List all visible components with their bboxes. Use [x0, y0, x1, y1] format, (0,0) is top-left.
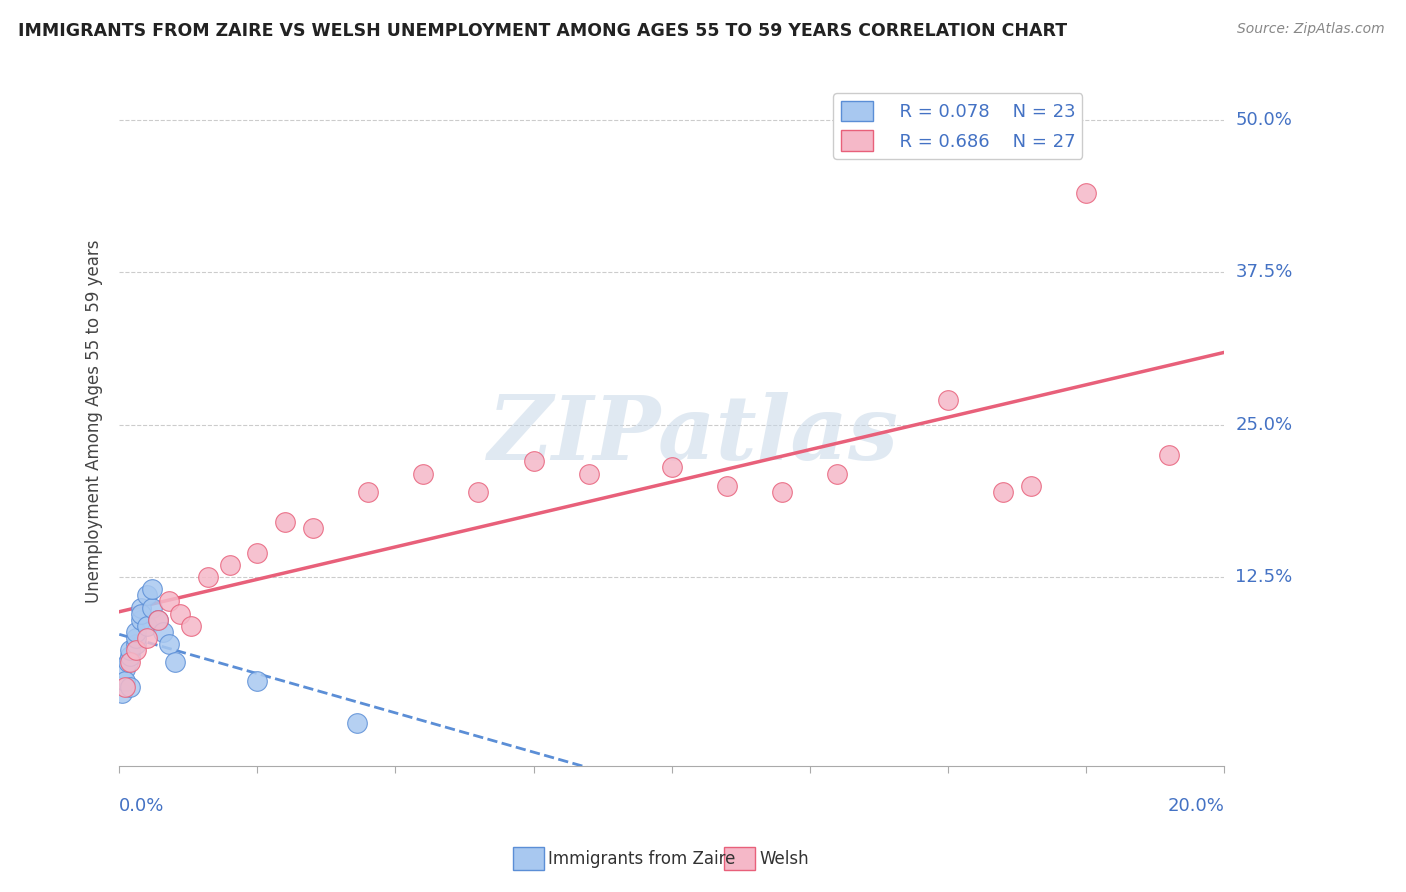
Text: ZIPatlas: ZIPatlas	[488, 392, 900, 479]
Point	[125, 624, 148, 639]
Point	[578, 467, 600, 481]
Point	[1074, 186, 1097, 201]
Point	[135, 619, 157, 633]
Point	[169, 607, 191, 621]
Point	[125, 643, 148, 657]
Text: 12.5%: 12.5%	[1236, 568, 1292, 586]
Point	[131, 600, 153, 615]
Point	[770, 484, 793, 499]
Point	[301, 521, 323, 535]
Y-axis label: Unemployment Among Ages 55 to 59 years: Unemployment Among Ages 55 to 59 years	[86, 240, 103, 604]
Point	[163, 656, 186, 670]
Point	[125, 631, 148, 645]
Point	[141, 582, 163, 597]
Point	[120, 643, 142, 657]
Text: Immigrants from Zaire: Immigrants from Zaire	[548, 850, 735, 868]
Point	[114, 680, 136, 694]
Point	[1019, 479, 1042, 493]
Point	[114, 673, 136, 688]
Point	[135, 631, 157, 645]
Point	[152, 624, 174, 639]
Point	[146, 613, 169, 627]
Point	[991, 484, 1014, 499]
Text: Source: ZipAtlas.com: Source: ZipAtlas.com	[1237, 22, 1385, 37]
Point	[117, 656, 139, 670]
Point	[827, 467, 849, 481]
Point	[146, 613, 169, 627]
Point	[131, 607, 153, 621]
Point	[936, 393, 959, 408]
Point	[120, 680, 142, 694]
Point	[716, 479, 738, 493]
Point	[218, 558, 240, 572]
Point	[114, 661, 136, 675]
Text: Welsh: Welsh	[759, 850, 808, 868]
Point	[1157, 448, 1180, 462]
Point	[141, 600, 163, 615]
Text: 0.0%: 0.0%	[120, 797, 165, 814]
Text: 50.0%: 50.0%	[1236, 112, 1292, 129]
Point	[125, 637, 148, 651]
Point	[274, 515, 297, 529]
Point	[111, 686, 134, 700]
Point	[157, 637, 180, 651]
Point	[246, 546, 269, 560]
Point	[180, 619, 202, 633]
Point	[197, 570, 219, 584]
Point	[346, 716, 368, 731]
Point	[412, 467, 434, 481]
Text: IMMIGRANTS FROM ZAIRE VS WELSH UNEMPLOYMENT AMONG AGES 55 TO 59 YEARS CORRELATIO: IMMIGRANTS FROM ZAIRE VS WELSH UNEMPLOYM…	[18, 22, 1067, 40]
Point	[523, 454, 546, 468]
Point	[135, 588, 157, 602]
Text: 20.0%: 20.0%	[1167, 797, 1225, 814]
Point	[120, 656, 142, 670]
Legend:   R = 0.078    N = 23,   R = 0.686    N = 27: R = 0.078 N = 23, R = 0.686 N = 27	[834, 94, 1083, 159]
Point	[246, 673, 269, 688]
Text: 37.5%: 37.5%	[1236, 263, 1292, 282]
Point	[357, 484, 380, 499]
Point	[120, 649, 142, 664]
Point	[661, 460, 683, 475]
Point	[467, 484, 489, 499]
Point	[131, 613, 153, 627]
Point	[157, 594, 180, 608]
Text: 25.0%: 25.0%	[1236, 416, 1292, 434]
